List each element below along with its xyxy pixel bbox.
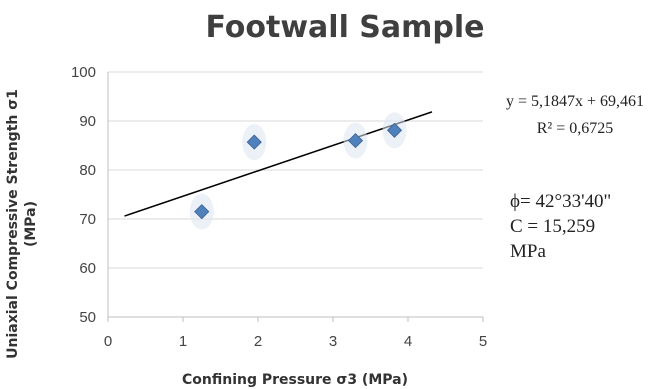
y-axis-title-line2: (MPa) — [23, 201, 39, 247]
trendline-equation: y = 5,1847x + 69,461 — [506, 93, 644, 110]
friction-angle-label: ϕ= 42°33'40" — [510, 191, 611, 212]
data-point-3 — [347, 133, 364, 149]
chart-title: Footwall Sample — [205, 10, 484, 45]
strength-annotation: ϕ= 42°33'40" C = 15,259 MPa — [510, 191, 611, 262]
y-tick-label-80: 80 — [79, 162, 96, 179]
data-point-4 — [386, 122, 403, 138]
y-axis-title-group: Uniaxial Compressive Strength σ1 (MPa) — [5, 89, 39, 359]
x-tick-label-4: 4 — [404, 333, 412, 350]
x-tick-label-1: 1 — [179, 333, 187, 350]
data-point-1 — [194, 204, 210, 220]
x-tick-labels: 0 1 2 3 4 5 — [104, 333, 487, 350]
x-tick-label-3: 3 — [329, 333, 337, 350]
trendline-r-squared: R² = 0,6725 — [537, 120, 614, 137]
cohesion-unit-label: MPa — [510, 241, 546, 262]
x-tick-label-2: 2 — [254, 333, 262, 350]
x-axis-title: Confining Pressure σ3 (MPa) — [182, 372, 408, 388]
gridlines — [108, 71, 483, 269]
data-point-2 — [246, 134, 262, 150]
plot-area: 50 60 70 80 90 100 0 1 2 3 4 5 — [71, 64, 487, 350]
y-tick-label-70: 70 — [79, 211, 96, 228]
trendline-group — [124, 111, 433, 217]
y-tick-label-60: 60 — [79, 260, 96, 277]
data-points — [189, 112, 407, 230]
x-tick-label-0: 0 — [104, 333, 112, 350]
y-tick-label-50: 50 — [79, 309, 96, 326]
y-axis-title-line1: Uniaxial Compressive Strength σ1 — [5, 89, 21, 359]
cohesion-label: C = 15,259 — [510, 216, 595, 237]
y-tick-labels: 50 60 70 80 90 100 — [71, 64, 96, 326]
axis-lines — [107, 72, 484, 322]
trendline — [124, 111, 433, 217]
y-tick-label-90: 90 — [79, 113, 96, 130]
x-tick-label-5: 5 — [479, 333, 487, 350]
y-tick-label-100: 100 — [71, 64, 96, 81]
